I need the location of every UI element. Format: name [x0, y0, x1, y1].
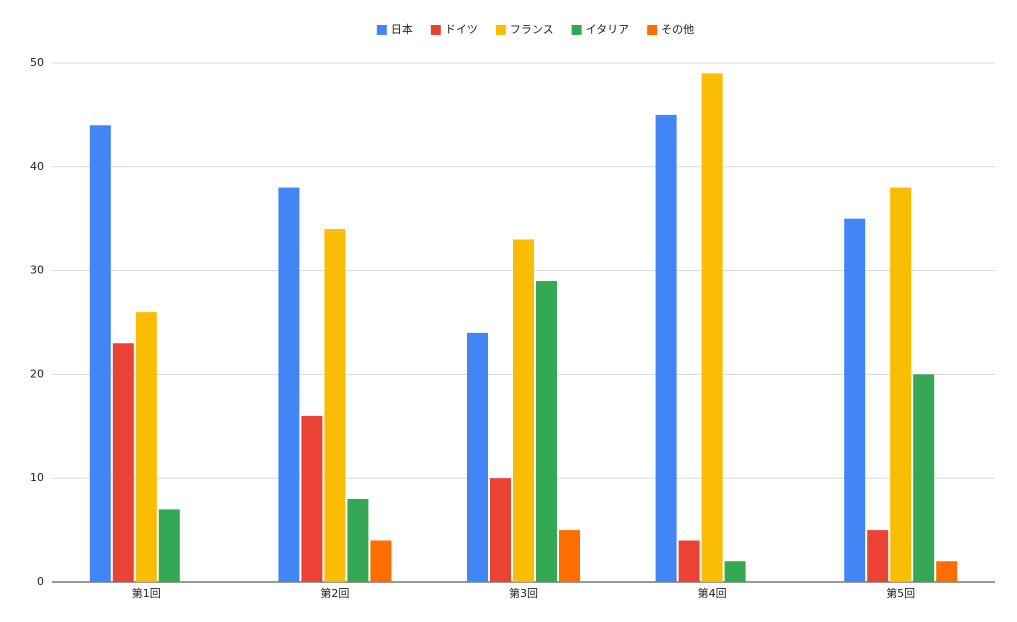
bar [701, 73, 723, 582]
bar [678, 540, 700, 582]
bar [278, 187, 300, 582]
legend-swatch [571, 25, 582, 35]
bar [370, 540, 392, 582]
legend-swatch [495, 25, 506, 35]
bar [301, 415, 323, 582]
bar [867, 530, 889, 582]
bar [536, 280, 557, 582]
y-tick-label: 40 [30, 160, 44, 173]
x-tick-label: 第4回 [698, 586, 727, 600]
y-tick-label: 0 [37, 575, 44, 588]
y-tick-label: 10 [30, 471, 44, 484]
legend-label: フランス [510, 23, 554, 36]
bar [936, 561, 958, 582]
legend-swatch [376, 25, 387, 35]
y-tick-label: 30 [30, 264, 44, 277]
bar [655, 114, 677, 583]
bar [490, 478, 511, 582]
bar [112, 343, 134, 582]
y-tick-label: 20 [30, 367, 44, 380]
x-tick-label: 第5回 [886, 586, 915, 600]
bar [913, 374, 935, 582]
bar [890, 187, 912, 582]
bar [844, 218, 866, 582]
bar [559, 530, 580, 582]
y-tick-label: 50 [30, 56, 44, 69]
bar [324, 229, 346, 582]
bar [513, 239, 534, 582]
bar [158, 509, 180, 582]
legend-swatch [647, 25, 658, 35]
legend-swatch [430, 25, 441, 35]
x-tick-label: 第1回 [132, 586, 161, 600]
legend-label: その他 [661, 23, 694, 36]
bar [467, 332, 488, 582]
bar [89, 125, 111, 582]
x-tick-label: 第3回 [509, 586, 538, 600]
bar [724, 561, 746, 582]
legend-label: ドイツ [445, 23, 478, 36]
bar [347, 498, 369, 582]
bar [135, 312, 157, 582]
legend-label: イタリア [586, 23, 630, 36]
legend-label: 日本 [391, 22, 413, 36]
x-tick-label: 第2回 [320, 586, 349, 600]
